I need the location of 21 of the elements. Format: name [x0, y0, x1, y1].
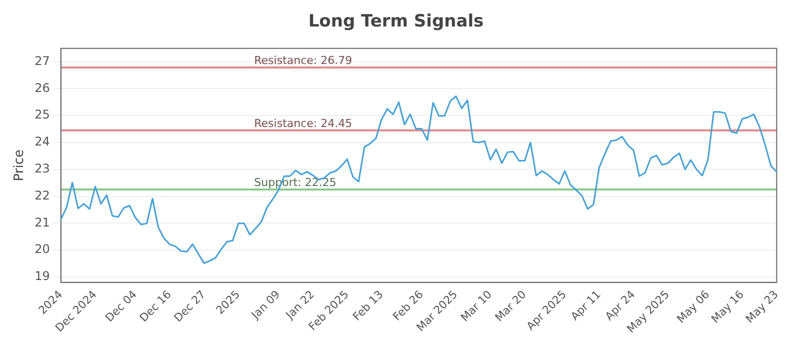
ref-line-label: Resistance: 26.79	[254, 54, 352, 67]
y-tick-label: 23	[34, 162, 50, 176]
y-tick-label: 25	[34, 108, 50, 122]
y-tick-label: 24	[34, 134, 50, 149]
y-tick-label: 21	[34, 215, 50, 230]
x-tick-label: Dec 27	[172, 288, 208, 325]
x-tick-label: Jan 09	[248, 288, 283, 322]
x-tick-label: Mar 20	[492, 288, 529, 324]
x-tick-label: Mar 10	[458, 288, 494, 324]
x-tick-label: Feb 13	[350, 288, 386, 324]
x-tick-label: Dec 04	[102, 288, 140, 325]
x-tick-label: Dec 16	[137, 288, 174, 325]
x-tick-label: Apr 11	[568, 288, 604, 323]
y-tick-label: 19	[34, 269, 50, 284]
y-tick-label: 27	[34, 54, 50, 68]
ref-line-label: Resistance: 24.45	[254, 116, 352, 130]
y-axis-title: Price	[12, 150, 28, 182]
y-tick-label: 22	[34, 188, 50, 202]
chart-title: Long Term Signals	[308, 12, 484, 32]
y-tick-label: 26	[34, 80, 50, 95]
y-tick-label: 20	[34, 242, 50, 256]
